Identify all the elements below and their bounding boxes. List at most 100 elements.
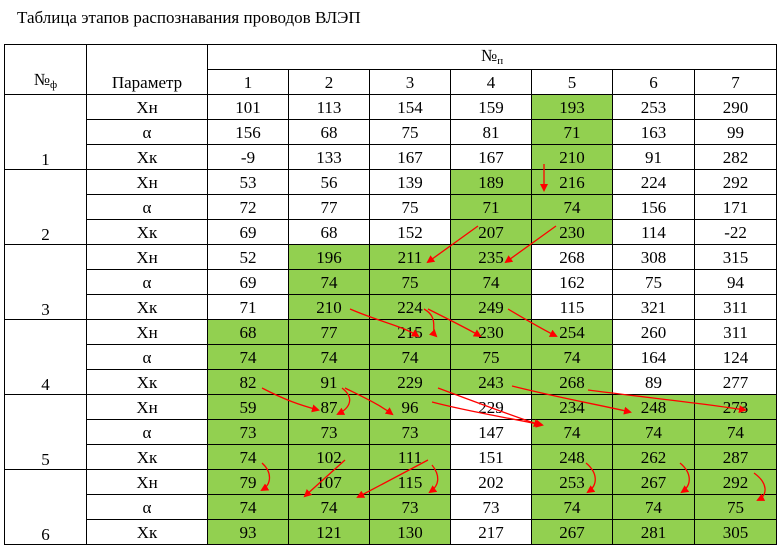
table-row: 3Xн52196211235268308315: [5, 245, 777, 270]
value-cell: 93: [208, 520, 289, 545]
value-cell: 224: [370, 295, 451, 320]
value-cell: 253: [532, 470, 613, 495]
value-cell: 71: [451, 195, 532, 220]
value-cell: 207: [451, 220, 532, 245]
table-row: Xк93121130217267281305: [5, 520, 777, 545]
value-cell: 74: [532, 345, 613, 370]
value-cell: 210: [532, 145, 613, 170]
table-row: α7474747574164124: [5, 345, 777, 370]
value-cell: 193: [532, 95, 613, 120]
value-cell: 211: [370, 245, 451, 270]
value-cell: 124: [695, 345, 777, 370]
value-cell: 243: [451, 370, 532, 395]
parameter-cell: Xк: [87, 445, 208, 470]
value-cell: 69: [208, 220, 289, 245]
parameter-cell: α: [87, 420, 208, 445]
parameter-cell: Xк: [87, 145, 208, 170]
table-row: Xк-913316716721091282: [5, 145, 777, 170]
value-cell: 139: [370, 170, 451, 195]
value-cell: -9: [208, 145, 289, 170]
parameter-header: Параметр: [87, 45, 208, 95]
value-cell: 74: [613, 420, 695, 445]
value-cell: 96: [370, 395, 451, 420]
value-cell: 56: [289, 170, 370, 195]
value-cell: 74: [208, 445, 289, 470]
table-row: α737373147747474: [5, 420, 777, 445]
value-cell: 130: [370, 520, 451, 545]
value-cell: 133: [289, 145, 370, 170]
group-label: 1: [5, 95, 87, 170]
value-cell: 74: [532, 195, 613, 220]
parameter-cell: Xк: [87, 220, 208, 245]
value-cell: 262: [613, 445, 695, 470]
value-cell: 113: [289, 95, 370, 120]
value-cell: 167: [451, 145, 532, 170]
parameter-cell: α: [87, 345, 208, 370]
value-cell: 282: [695, 145, 777, 170]
column-header-3: 3: [370, 70, 451, 95]
parameter-cell: Xк: [87, 520, 208, 545]
parameter-cell: Xн: [87, 170, 208, 195]
value-cell: 94: [695, 270, 777, 295]
value-cell: 311: [695, 320, 777, 345]
value-cell: -22: [695, 220, 777, 245]
value-cell: 73: [289, 420, 370, 445]
value-cell: 75: [370, 120, 451, 145]
group-label: 4: [5, 320, 87, 395]
value-cell: 308: [613, 245, 695, 270]
group-label: 2: [5, 170, 87, 245]
value-cell: 68: [208, 320, 289, 345]
parameter-cell: Xн: [87, 320, 208, 345]
table-row: α697475741627594: [5, 270, 777, 295]
column-header-2: 2: [289, 70, 370, 95]
value-cell: 71: [532, 120, 613, 145]
value-cell: 287: [695, 445, 777, 470]
value-cell: 115: [370, 470, 451, 495]
value-cell: 268: [532, 245, 613, 270]
group-label: 5: [5, 395, 87, 470]
parameter-cell: Xн: [87, 245, 208, 270]
value-cell: 74: [208, 345, 289, 370]
recognition-stages-table: №ф Параметр №п 1234567 1Xн10111315415919…: [4, 44, 777, 545]
value-cell: 74: [289, 270, 370, 295]
table-row: 1Xн101113154159193253290: [5, 95, 777, 120]
parameter-cell: α: [87, 195, 208, 220]
value-cell: 75: [451, 345, 532, 370]
parameter-cell: Xн: [87, 395, 208, 420]
value-cell: 311: [695, 295, 777, 320]
value-cell: 267: [532, 520, 613, 545]
value-cell: 74: [208, 495, 289, 520]
value-cell: 52: [208, 245, 289, 270]
value-cell: 75: [370, 195, 451, 220]
value-cell: 268: [532, 370, 613, 395]
value-cell: 171: [695, 195, 777, 220]
n-number-header: №п: [208, 45, 777, 70]
value-cell: 215: [370, 320, 451, 345]
parameter-cell: Xн: [87, 470, 208, 495]
value-cell: 107: [289, 470, 370, 495]
table-row: 6Xн79107115202253267292: [5, 470, 777, 495]
value-cell: 71: [208, 295, 289, 320]
value-cell: 74: [289, 495, 370, 520]
parameter-cell: α: [87, 270, 208, 295]
value-cell: 75: [370, 270, 451, 295]
value-cell: 152: [370, 220, 451, 245]
value-cell: 101: [208, 95, 289, 120]
value-cell: 151: [451, 445, 532, 470]
value-cell: 249: [451, 295, 532, 320]
value-cell: 89: [613, 370, 695, 395]
value-cell: 73: [370, 495, 451, 520]
value-cell: 230: [451, 320, 532, 345]
value-cell: 230: [532, 220, 613, 245]
column-header-5: 5: [532, 70, 613, 95]
value-cell: 91: [289, 370, 370, 395]
value-cell: 73: [370, 420, 451, 445]
f-number-header: №ф: [5, 45, 87, 95]
value-cell: 164: [613, 345, 695, 370]
value-cell: 68: [289, 220, 370, 245]
value-cell: 74: [451, 270, 532, 295]
value-cell: 292: [695, 170, 777, 195]
parameter-cell: α: [87, 495, 208, 520]
value-cell: 74: [289, 345, 370, 370]
value-cell: 305: [695, 520, 777, 545]
